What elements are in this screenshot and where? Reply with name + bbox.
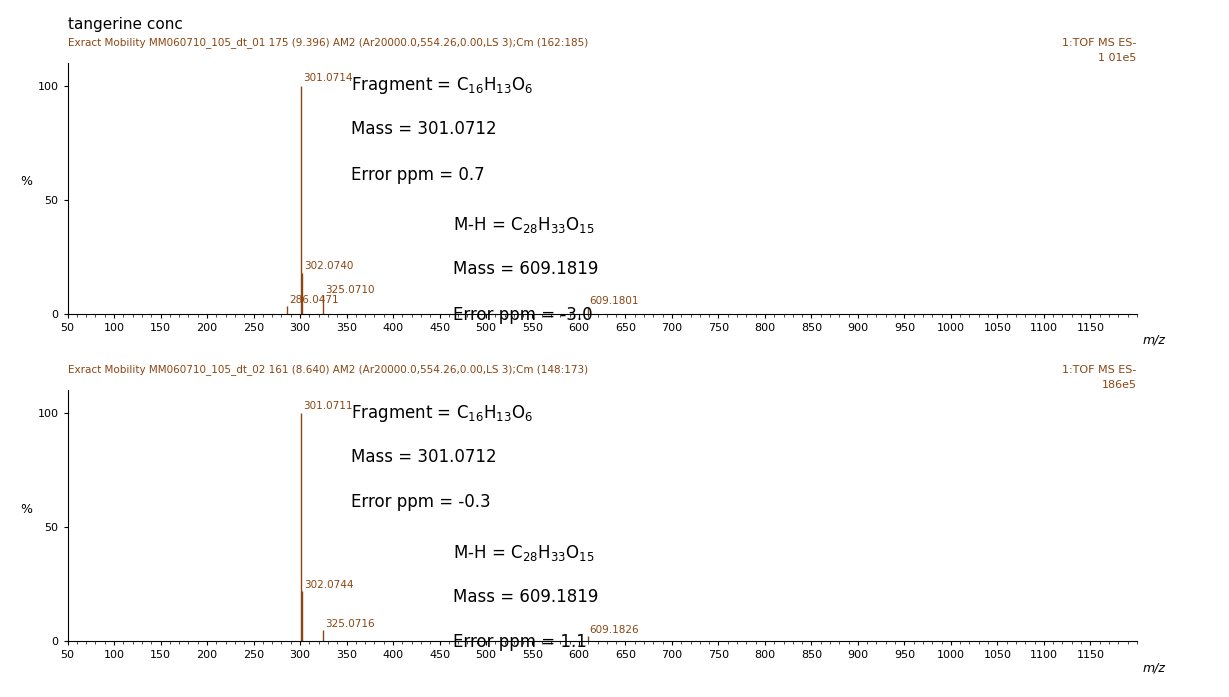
Y-axis label: %: % <box>21 175 32 188</box>
Text: Fragment = $\mathregular{C_{16}H_{13}O_6}$: Fragment = $\mathregular{C_{16}H_{13}O_6… <box>351 403 533 424</box>
Text: M-H = $\mathregular{C_{28}H_{33}O_{15}}$: M-H = $\mathregular{C_{28}H_{33}O_{15}}$ <box>452 543 594 563</box>
Text: Error ppm = 0.7: Error ppm = 0.7 <box>351 166 484 183</box>
Text: 302.0744: 302.0744 <box>304 580 353 590</box>
Y-axis label: %: % <box>21 503 32 516</box>
Text: 301.0714: 301.0714 <box>302 73 353 83</box>
Text: 1 01e5: 1 01e5 <box>1099 53 1137 63</box>
Text: 325.0716: 325.0716 <box>326 619 375 629</box>
Text: M-H = $\mathregular{C_{28}H_{33}O_{15}}$: M-H = $\mathregular{C_{28}H_{33}O_{15}}$ <box>452 215 594 236</box>
Text: 302.0740: 302.0740 <box>304 261 353 271</box>
Text: m/z: m/z <box>1142 661 1165 674</box>
Text: 286.0471: 286.0471 <box>289 295 338 305</box>
Text: 609.1826: 609.1826 <box>590 625 639 635</box>
Text: 609.1801: 609.1801 <box>590 296 639 306</box>
Text: 301.0711: 301.0711 <box>302 401 353 411</box>
Text: 1:TOF MS ES-: 1:TOF MS ES- <box>1062 38 1137 47</box>
Text: Mass = 301.0712: Mass = 301.0712 <box>351 121 497 139</box>
Text: m/z: m/z <box>1142 334 1165 346</box>
Text: 1:TOF MS ES-: 1:TOF MS ES- <box>1062 365 1137 375</box>
Text: 325.0710: 325.0710 <box>326 284 375 295</box>
Text: Mass = 609.1819: Mass = 609.1819 <box>452 588 597 606</box>
Text: tangerine conc: tangerine conc <box>68 17 182 33</box>
Text: Mass = 609.1819: Mass = 609.1819 <box>452 261 597 279</box>
Text: 186e5: 186e5 <box>1102 381 1137 390</box>
Text: Fragment = $\mathregular{C_{16}H_{13}O_6}$: Fragment = $\mathregular{C_{16}H_{13}O_6… <box>351 75 533 96</box>
Text: Error ppm = -3.0: Error ppm = -3.0 <box>452 305 592 323</box>
Text: Error ppm = -0.3: Error ppm = -0.3 <box>351 493 490 511</box>
Text: Exract Mobility MM060710_105_dt_01 175 (9.396) AM2 (Ar20000.0,554.26,0.00,LS 3);: Exract Mobility MM060710_105_dt_01 175 (… <box>68 37 587 47</box>
Text: Exract Mobility MM060710_105_dt_02 161 (8.640) AM2 (Ar20000.0,554.26,0.00,LS 3);: Exract Mobility MM060710_105_dt_02 161 (… <box>68 365 587 375</box>
Text: Error ppm = 1.1: Error ppm = 1.1 <box>452 633 586 651</box>
Text: Mass = 301.0712: Mass = 301.0712 <box>351 448 497 466</box>
